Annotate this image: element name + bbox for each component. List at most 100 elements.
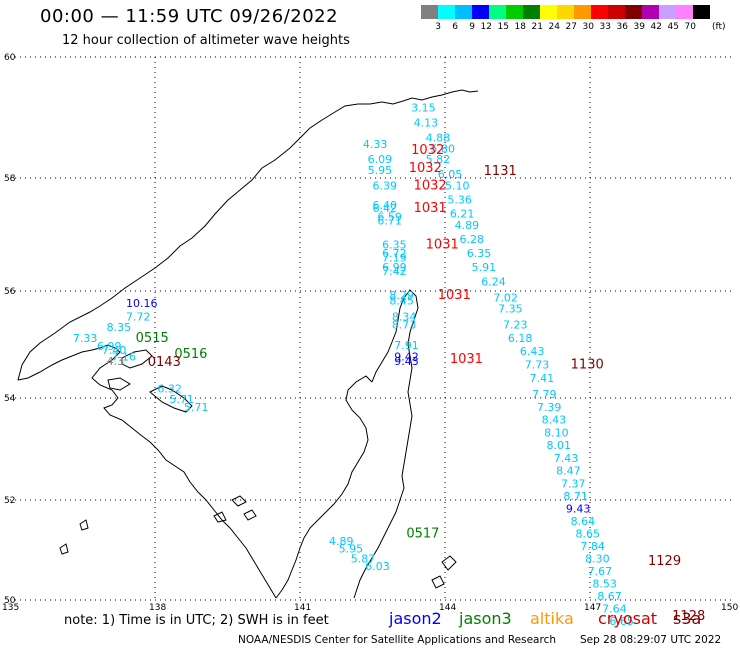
lat-label: 58 [4, 174, 16, 184]
scale-label: 3 [435, 22, 441, 32]
wave-height-value: 6.59 [377, 210, 402, 223]
wave-height-value: 7.79 [532, 388, 557, 401]
pass-time-label: 1128 [672, 609, 705, 624]
scale-label: 6 [452, 22, 458, 32]
wave-height-value: 8.30 [585, 553, 610, 566]
scale-swatch [455, 5, 472, 19]
wave-height-value: 7.35 [498, 302, 522, 315]
scale-label: 12 [480, 22, 492, 32]
pass-time-label: 1129 [648, 554, 681, 569]
scale-label: 42 [650, 22, 662, 32]
wave-height-value: 6.39 [373, 179, 398, 192]
lat-label: 50 [4, 596, 16, 606]
pass-time-label: 1031 [450, 352, 483, 367]
wave-height-value: 6.24 [481, 275, 506, 288]
wave-height-value: 7.72 [126, 310, 151, 323]
wave-height-value: 7.16 [112, 351, 137, 364]
scale-label: 18 [514, 22, 526, 32]
legend-cryosat: cryosat [598, 609, 658, 628]
pass-time-label: 0143 [148, 355, 181, 370]
wave-height-value: 7.43 [554, 452, 579, 465]
wave-height-value: 4.89 [455, 219, 480, 232]
lat-label: 60 [4, 53, 16, 63]
scale-label: 15 [497, 22, 509, 32]
scale-swatch [557, 5, 574, 19]
wave-height-value: 5.71 [170, 393, 195, 406]
wave-height-value: 7.41 [530, 372, 555, 385]
coastline-north [17, 89, 479, 381]
wave-height-value: 9.43 [566, 503, 591, 516]
lon-label: 150 [721, 603, 738, 613]
pass-time-label: 0515 [136, 331, 169, 346]
scale-label: 27 [565, 22, 577, 32]
wave-height-value: 10.16 [126, 297, 158, 310]
pass-time-label: 0517 [406, 527, 439, 542]
legend-s3a: s3a [673, 609, 702, 628]
scale-swatch [642, 5, 659, 19]
color-scale-unit: (ft) [712, 22, 726, 32]
scale-swatch [540, 5, 557, 19]
map-subtitle: 12 hour collection of altimeter wave hei… [62, 33, 350, 48]
coastline-amur [275, 375, 373, 599]
pass-time-label: 1031 [426, 238, 459, 253]
pass-time-label: 1031 [414, 201, 447, 216]
wave-height-value: 8.35 [107, 321, 131, 334]
scale-label: 70 [684, 22, 696, 32]
scale-label: 30 [582, 22, 594, 32]
wave-height-value: 5.87 [351, 553, 376, 566]
lon-label: 141 [294, 603, 311, 613]
lon-label: 138 [149, 603, 166, 613]
wave-height-value: 8.71 [563, 490, 588, 503]
wave-height-value: 7.37 [561, 477, 586, 490]
wave-height-value: 7.42 [382, 265, 407, 278]
wave-height-value: 6.35 [382, 239, 407, 252]
wave-height-value: 7.73 [525, 359, 550, 372]
scale-label: 9 [469, 22, 475, 32]
wave-height-value: 7.40 [102, 344, 127, 357]
scale-label: 45 [667, 22, 679, 32]
wave-height-value: 8.01 [547, 439, 572, 452]
kuril-fragment [431, 555, 457, 589]
wave-height-value: 6.18 [508, 332, 533, 345]
small-islands [59, 495, 257, 555]
scale-label: 36 [616, 22, 628, 32]
scale-swatch [693, 5, 710, 19]
wave-height-value: 7.64 [602, 603, 627, 616]
pass-time-label: 1032 [409, 161, 442, 176]
wave-height-value: 8.43 [542, 414, 567, 427]
wave-height-value: 4.3 [107, 355, 125, 368]
footer-note: note: 1) Time is in UTC; 2) SWH is in fe… [64, 613, 329, 628]
wave-height-value: 7.67 [588, 565, 613, 578]
wave-height-value: 8.67 [597, 590, 622, 603]
wave-height-value: 9.43 [394, 355, 419, 368]
scale-swatch [625, 5, 642, 19]
pass-time-label: 1130 [571, 358, 604, 373]
scale-swatch [574, 5, 591, 19]
scale-swatch [659, 5, 676, 19]
wave-height-value: 8.29 [389, 289, 414, 302]
scale-swatch [421, 5, 438, 19]
shantar-islands [107, 349, 193, 413]
lat-label: 54 [4, 394, 16, 404]
wave-height-value: 8.34 [392, 310, 417, 323]
wave-height-value: 6.03 [365, 560, 390, 573]
wave-height-value: 6.71 [377, 214, 402, 227]
wave-height-value: 4.88 [426, 132, 451, 145]
wave-height-value: 7.39 [537, 401, 562, 414]
wave-height-value: 6.72 [382, 247, 407, 260]
pass-time-label: 0516 [174, 347, 207, 362]
wave-height-value: 5.91 [472, 261, 497, 274]
scale-swatch [506, 5, 523, 19]
wave-height-value: 4.89 [329, 535, 354, 548]
wave-height-value: 3.15 [411, 101, 436, 114]
wave-height-value: 6.21 [450, 208, 475, 221]
wave-height-value: 7.91 [394, 339, 419, 352]
wave-height-value: 8.73 [392, 318, 417, 331]
wave-height-value: 8.65 [576, 528, 601, 541]
wave-height-value: 6.35 [467, 247, 492, 260]
wave-height-value: 5.36 [447, 193, 472, 206]
scale-swatch [438, 5, 455, 19]
pass-time-label: 1031 [438, 288, 471, 303]
wave-height-value: 6.99 [382, 261, 407, 274]
